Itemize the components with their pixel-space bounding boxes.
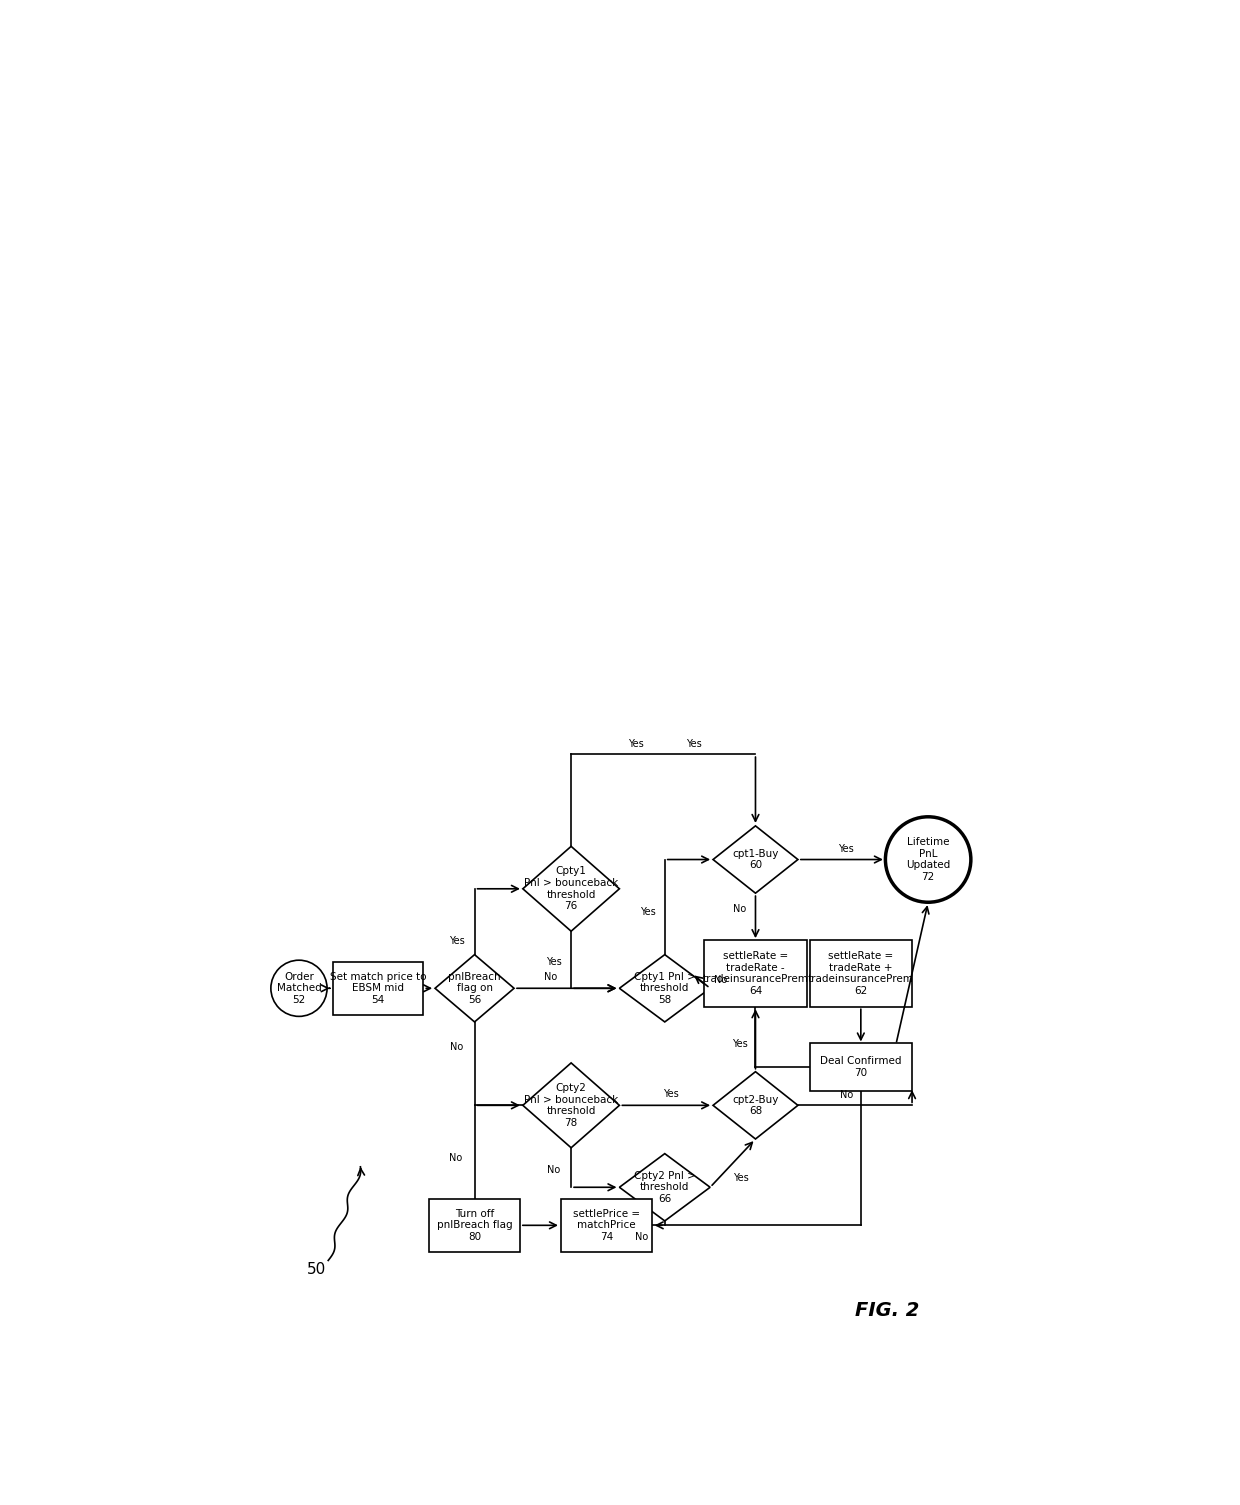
FancyBboxPatch shape	[332, 962, 423, 1014]
Text: Yes: Yes	[838, 844, 854, 853]
Text: Yes: Yes	[733, 1174, 749, 1183]
Text: Yes: Yes	[686, 739, 702, 748]
Text: 50: 50	[306, 1261, 326, 1276]
Text: settleRate =
tradeRate -
tradeinsurancePrem
64: settleRate = tradeRate - tradeinsuranceP…	[703, 951, 808, 996]
Text: Deal Confirmed
70: Deal Confirmed 70	[820, 1057, 901, 1078]
Text: Cpty1 Pnl >
threshold
58: Cpty1 Pnl > threshold 58	[634, 972, 696, 1005]
Text: Yes: Yes	[546, 957, 562, 966]
FancyBboxPatch shape	[560, 1199, 651, 1252]
Polygon shape	[435, 954, 515, 1022]
Polygon shape	[713, 1072, 797, 1139]
Text: Set match price to
EBSM mid
54: Set match price to EBSM mid 54	[330, 972, 427, 1005]
Text: No: No	[449, 1153, 461, 1163]
Text: No: No	[714, 975, 727, 984]
Polygon shape	[620, 1154, 711, 1221]
Text: cpt1-Buy
60: cpt1-Buy 60	[733, 849, 779, 870]
Text: Yes: Yes	[627, 739, 644, 748]
Circle shape	[270, 960, 327, 1016]
Text: Cpty2
Pnl > bounceback
threshold
78: Cpty2 Pnl > bounceback threshold 78	[525, 1084, 619, 1127]
FancyBboxPatch shape	[810, 1043, 913, 1091]
Text: No: No	[635, 1233, 649, 1242]
FancyBboxPatch shape	[429, 1199, 520, 1252]
Text: Cpty1
Pnl > bounceback
threshold
76: Cpty1 Pnl > bounceback threshold 76	[525, 867, 619, 911]
Text: No: No	[733, 905, 746, 914]
Polygon shape	[620, 954, 711, 1022]
Text: FIG. 2: FIG. 2	[856, 1300, 919, 1320]
Polygon shape	[523, 1063, 620, 1148]
FancyBboxPatch shape	[704, 941, 807, 1007]
Text: No: No	[547, 1165, 560, 1175]
Text: No: No	[544, 972, 557, 981]
Text: settleRate =
tradeRate +
tradeinsurancePrem
62: settleRate = tradeRate + tradeinsuranceP…	[808, 951, 914, 996]
Text: No: No	[839, 1090, 853, 1100]
Text: Yes: Yes	[449, 936, 465, 947]
Text: No: No	[450, 1041, 464, 1052]
Text: Yes: Yes	[641, 908, 656, 917]
Text: cpt2-Buy
68: cpt2-Buy 68	[733, 1094, 779, 1117]
Polygon shape	[523, 846, 620, 932]
Text: Yes: Yes	[732, 1038, 748, 1049]
FancyBboxPatch shape	[810, 941, 913, 1007]
Text: pnlBreach
flag on
56: pnlBreach flag on 56	[448, 972, 501, 1005]
Text: Turn off
pnlBreach flag
80: Turn off pnlBreach flag 80	[436, 1209, 512, 1242]
Text: settlePrice =
matchPrice
74: settlePrice = matchPrice 74	[573, 1209, 640, 1242]
Polygon shape	[713, 826, 797, 892]
Text: Lifetime
PnL
Updated
72: Lifetime PnL Updated 72	[906, 837, 950, 882]
Text: Order
Matched
52: Order Matched 52	[277, 972, 321, 1005]
Text: Cpty2 Pnl >
threshold
66: Cpty2 Pnl > threshold 66	[634, 1171, 696, 1204]
Text: Yes: Yes	[662, 1088, 678, 1099]
Circle shape	[885, 817, 971, 903]
